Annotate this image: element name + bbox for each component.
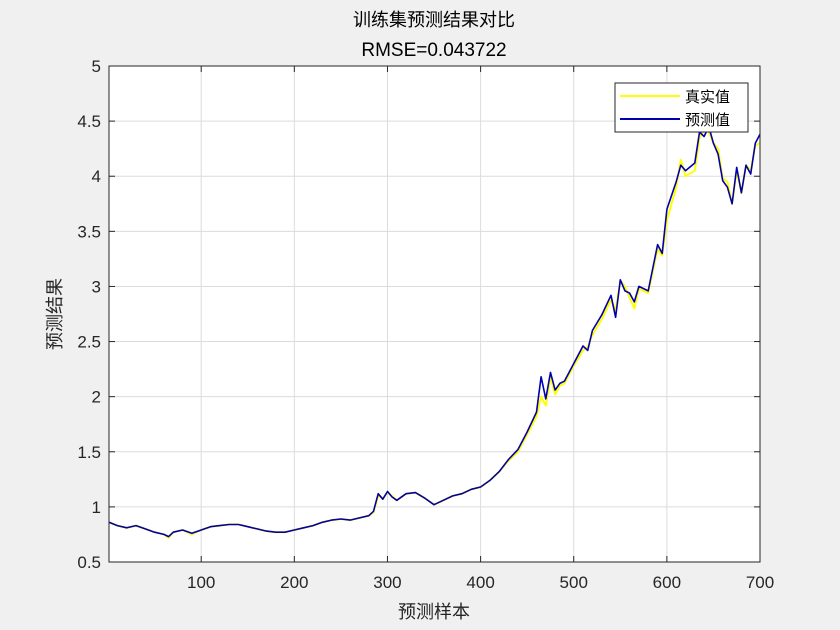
x-tick-label: 600	[653, 573, 681, 592]
ticks	[109, 65, 761, 563]
chart-subtitle: RMSE=0.043722	[361, 40, 506, 61]
y-tick-label: 1	[92, 498, 101, 517]
series-layer	[108, 125, 761, 539]
y-tick-label: 4.5	[77, 112, 101, 131]
x-tick-label: 300	[373, 573, 401, 592]
y-tick-label: 1.5	[77, 443, 101, 462]
y-tick-label: 2	[92, 388, 101, 407]
x-tick-label: 500	[560, 573, 588, 592]
legend-label-true: 真实值	[685, 88, 730, 106]
x-tick-labels: 100 200 300 400 500 600 700	[187, 573, 774, 592]
x-tick-label: 200	[280, 573, 308, 592]
y-axis-label: 预测结果	[45, 278, 66, 350]
x-tick-label: 100	[187, 573, 215, 592]
plot-area	[109, 66, 760, 562]
y-tick-label: 4	[92, 167, 101, 186]
x-tick-label: 700	[746, 573, 774, 592]
y-tick-label: 0.5	[77, 553, 101, 572]
y-tick-label: 3.5	[77, 222, 101, 241]
x-axis-label: 预测样本	[398, 602, 470, 623]
x-tick-label: 400	[466, 573, 494, 592]
y-tick-label: 2.5	[77, 333, 101, 352]
chart-title: 训练集预测结果对比	[353, 10, 515, 31]
legend-box	[614, 82, 749, 133]
legend-label-pred: 预测值	[685, 111, 730, 129]
plot-frame	[108, 65, 761, 563]
series-line-pred	[108, 125, 761, 538]
y-tick-label: 3	[92, 277, 101, 296]
y-tick-label: 5	[92, 57, 101, 76]
y-tick-labels: 0.5 1 1.5 2 2.5 3 3.5 4 4.5 5	[77, 57, 101, 572]
legend: 真实值 预测值	[614, 82, 749, 133]
